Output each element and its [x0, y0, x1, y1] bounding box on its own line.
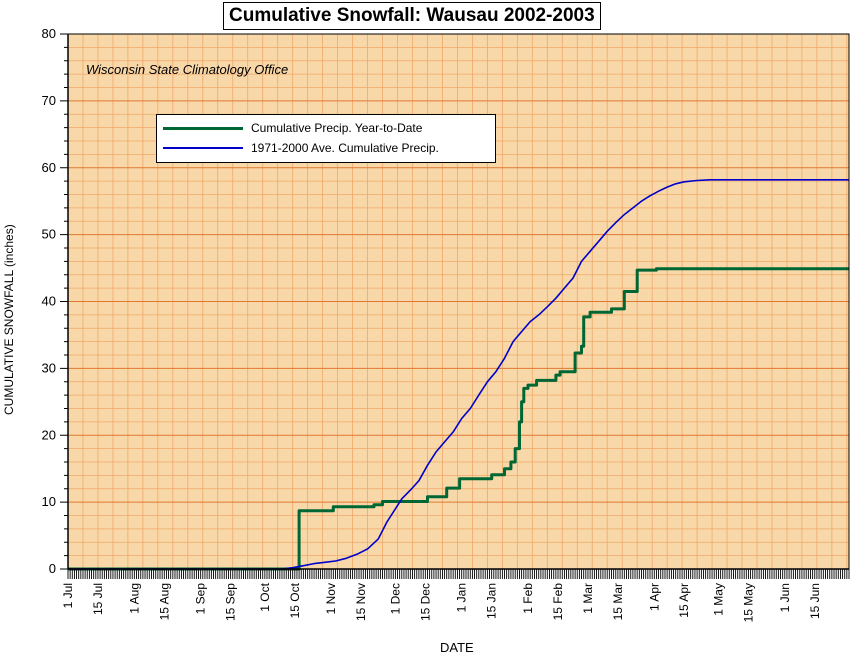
series-line-average [68, 179, 849, 570]
x-tick-label: 1 Jul [61, 583, 75, 608]
y-tick-label: 10 [42, 494, 56, 509]
x-tick-label: 15 Aug [157, 583, 171, 620]
x-tick-label: 15 Nov [354, 583, 368, 621]
x-tick-label: 1 Nov [324, 583, 338, 614]
y-tick-label: 30 [42, 360, 56, 375]
x-tick-label: 1 Dec [388, 583, 402, 614]
x-tick-label: 15 Oct [288, 582, 302, 618]
x-tick-label: 1 Jan [455, 583, 469, 612]
x-tick-label: 1 Apr [647, 583, 661, 611]
y-tick-label: 40 [42, 294, 56, 309]
x-tick-label: 15 Feb [551, 583, 565, 621]
y-tick-label: 70 [42, 93, 56, 108]
y-tick-label: 20 [42, 427, 56, 442]
x-tick-label: 15 Dec [418, 583, 432, 621]
y-tick-label: 60 [42, 160, 56, 175]
series-line-ytd [68, 267, 849, 571]
x-axis-label: DATE [440, 640, 474, 655]
x-tick-label: 15 Sep [224, 583, 238, 621]
x-tick-label: 15 Apr [677, 583, 691, 618]
x-tick-label: 1 Feb [521, 583, 535, 614]
legend-swatch-average [163, 147, 243, 149]
x-tick-label: 1 May [711, 583, 725, 616]
x-tick-label: 15 May [741, 583, 755, 622]
legend: Cumulative Precip. Year-to-Date 1971-200… [156, 114, 496, 163]
x-tick-label: 1 Oct [258, 582, 272, 611]
legend-entry: 1971-2000 Ave. Cumulative Precip. [163, 139, 439, 157]
x-tick-label: 15 Jul [91, 583, 105, 615]
x-tick-label: 1 Sep [194, 583, 208, 615]
major-gridlines [68, 100, 849, 503]
x-tick-label: 15 Jan [485, 583, 499, 619]
x-tick-label: 1 Mar [581, 583, 595, 614]
legend-label: Cumulative Precip. Year-to-Date [251, 121, 423, 135]
y-axis-label: CUMULATIVE SNOWFALL (inches) [2, 224, 16, 415]
y-axis: 0 10 20 30 40 50 60 70 80 [42, 26, 69, 576]
y-tick-label: 50 [42, 227, 56, 242]
y-tick-label: 0 [49, 561, 56, 576]
legend-label: 1971-2000 Ave. Cumulative Precip. [251, 141, 439, 155]
x-tick-label: 15 Mar [611, 583, 625, 620]
x-tick-label: 15 Jun [808, 583, 822, 619]
series-layer [68, 179, 849, 571]
chart-title: Cumulative Snowfall: Wausau 2002-2003 [223, 2, 601, 30]
legend-swatch-ytd [163, 126, 243, 130]
chart-annotation: Wisconsin State Climatology Office [86, 62, 289, 77]
x-tick-label: 1 Jun [778, 583, 792, 612]
legend-entry: Cumulative Precip. Year-to-Date [163, 119, 422, 137]
y-tick-label: 80 [42, 26, 56, 41]
x-axis: 1 Jul 15 Jul 1 Aug 15 Aug 1 Sep 15 Sep 1 Oct 15… [61, 568, 850, 622]
x-tick-label: 1 Aug [127, 583, 141, 614]
